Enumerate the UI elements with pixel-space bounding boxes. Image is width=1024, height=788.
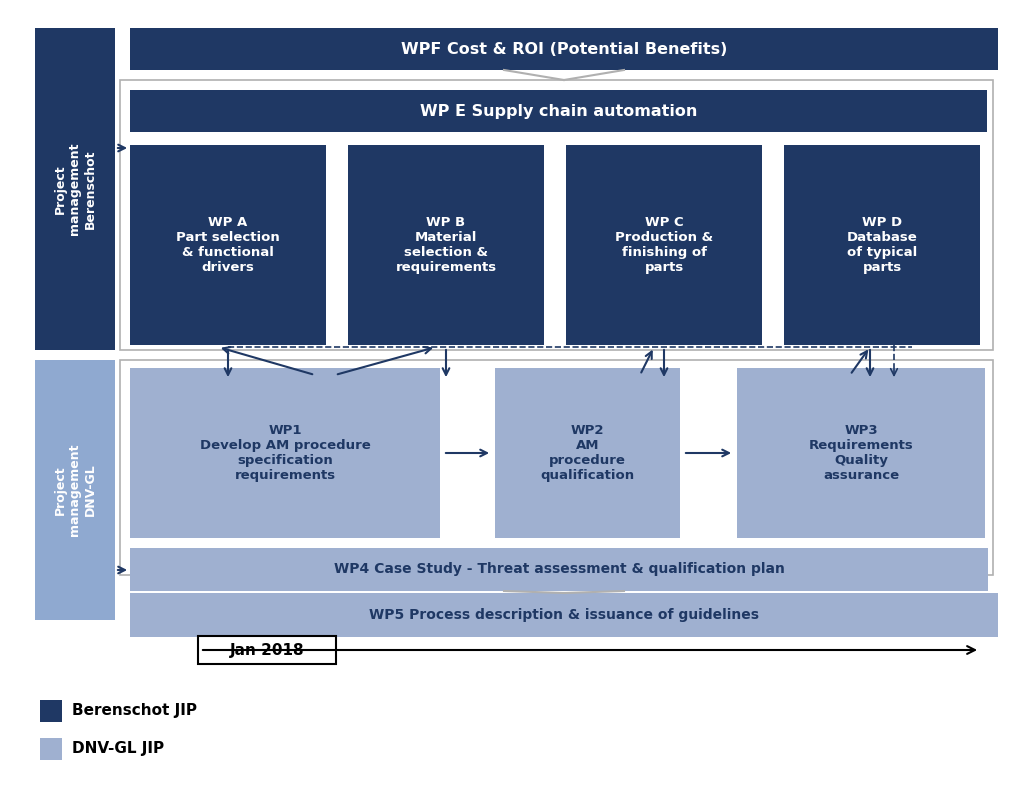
Bar (348, 145, 544, 345)
Text: WP5 Process description & issuance of guidelines: WP5 Process description & issuance of gu… (369, 608, 759, 622)
Text: Project
management
DNV-GL: Project management DNV-GL (53, 444, 96, 537)
Bar (495, 368, 680, 538)
Text: WP C
Production &
finishing of
parts: WP C Production & finishing of parts (615, 216, 713, 274)
Bar (120, 80, 993, 350)
Bar (737, 368, 985, 538)
Text: WP D
Database
of typical
parts: WP D Database of typical parts (847, 216, 918, 274)
Text: WP E Supply chain automation: WP E Supply chain automation (420, 103, 697, 118)
Bar (784, 145, 980, 345)
Text: WP A
Part selection
& functional
drivers: WP A Part selection & functional drivers (176, 216, 280, 274)
Text: WP4 Case Study - Threat assessment & qualification plan: WP4 Case Study - Threat assessment & qua… (334, 563, 784, 577)
Bar (130, 90, 987, 132)
Bar (130, 548, 988, 591)
Text: Jan 2018: Jan 2018 (229, 642, 304, 657)
Text: WP3
Requirements
Quality
assurance: WP3 Requirements Quality assurance (809, 424, 913, 482)
Bar (28, 355, 998, 635)
Bar (130, 368, 440, 538)
Text: WP2
AM
procedure
qualification: WP2 AM procedure qualification (541, 424, 635, 482)
Text: WPF Cost & ROI (Potential Benefits): WPF Cost & ROI (Potential Benefits) (400, 42, 727, 57)
Bar (28, 20, 998, 355)
Bar (198, 636, 336, 664)
Text: WP1
Develop AM procedure
specification
requirements: WP1 Develop AM procedure specification r… (200, 424, 371, 482)
Bar (35, 28, 115, 350)
Bar (130, 145, 326, 345)
Bar (566, 145, 762, 345)
Bar (130, 593, 998, 637)
Bar (120, 360, 993, 575)
Text: DNV-GL JIP: DNV-GL JIP (72, 742, 164, 756)
Text: WP B
Material
selection &
requirements: WP B Material selection & requirements (395, 216, 497, 274)
Text: Project
management
Berenschot: Project management Berenschot (53, 143, 96, 236)
Text: Berenschot JIP: Berenschot JIP (72, 704, 197, 719)
Bar (40, 738, 62, 760)
Bar (40, 700, 62, 722)
Bar (130, 28, 998, 70)
Bar (28, 20, 998, 635)
Bar (35, 360, 115, 620)
